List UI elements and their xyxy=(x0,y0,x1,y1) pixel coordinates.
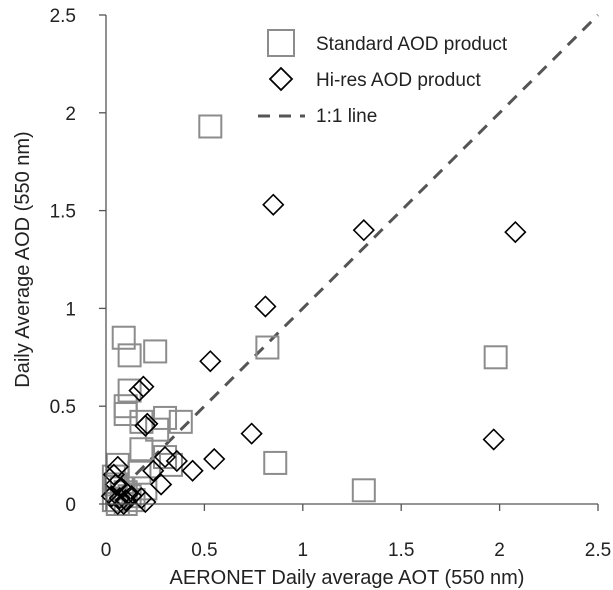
standard-aod-point xyxy=(127,460,152,485)
standard-aod-point xyxy=(145,417,170,442)
standard-aod-point xyxy=(111,325,136,350)
standard-aod-point xyxy=(143,339,168,364)
hires-aod-point xyxy=(112,492,135,516)
hires-aod-point xyxy=(100,485,124,508)
hires-aod-point xyxy=(203,447,226,471)
x-axis-title: AERONET Daily average AOT (550 nm) xyxy=(170,567,525,589)
standard-aod-point xyxy=(117,378,142,403)
hires-aod-point xyxy=(352,219,375,242)
x-tick-label: 0 xyxy=(101,540,112,561)
standard-aod-point xyxy=(117,343,142,368)
hires-aod-point xyxy=(142,459,165,482)
hires-aod-point xyxy=(254,295,277,318)
y-tick-label: 1.5 xyxy=(50,202,76,223)
standard-aod-point xyxy=(129,437,154,462)
hires-aod-point xyxy=(104,473,127,496)
hires-aod-point xyxy=(262,193,285,216)
x-tick-label: 0.5 xyxy=(191,540,217,561)
standard-aod-point xyxy=(113,402,138,427)
standard-aod-point xyxy=(168,409,193,434)
x-tick-label: 1 xyxy=(298,540,309,561)
y-tick-label: 2 xyxy=(65,104,76,125)
x-tick-label: 2 xyxy=(494,540,505,561)
x-tick-label: 2.5 xyxy=(585,540,611,561)
x-tick-label: 1.5 xyxy=(388,540,414,561)
hires-aod-point xyxy=(482,428,505,451)
y-tick-label: 0 xyxy=(65,495,76,516)
one-to-one-line xyxy=(104,13,600,506)
legend: Standard AOD product Hi-res AOD product … xyxy=(258,29,508,127)
legend-marker-hires xyxy=(268,66,294,92)
hires-aod-point xyxy=(199,350,222,373)
hires-aod-point xyxy=(134,414,157,437)
legend-marker-standard xyxy=(267,29,295,57)
hires-aod-point xyxy=(128,379,151,402)
hires-aod-point xyxy=(134,490,157,514)
y-axis-title: Daily Average AOD (550 nm) xyxy=(12,131,34,387)
plot-area xyxy=(100,13,600,516)
hires-aod-point xyxy=(504,220,527,244)
standard-aod-point xyxy=(129,409,154,434)
legend-label-hires: Hi-res AOD product xyxy=(316,70,481,91)
axes xyxy=(105,15,598,505)
standard-aod-point xyxy=(351,478,376,503)
hires-aod-point xyxy=(181,459,204,482)
hires-aod-point xyxy=(153,445,177,469)
hires-aod-point xyxy=(102,463,126,486)
legend-label-line: 1:1 line xyxy=(316,106,377,127)
standard-aod-point xyxy=(198,114,223,139)
y-tick-label: 0.5 xyxy=(50,397,76,418)
hires-aod-point xyxy=(240,422,263,445)
y-axis-ticks: 0 0.5 1 1.5 2 2.5 xyxy=(50,6,106,516)
standard-aod-point xyxy=(483,345,508,370)
legend-label-standard: Standard AOD product xyxy=(316,34,508,55)
y-tick-label: 1 xyxy=(65,299,76,320)
hires-aod-point xyxy=(165,449,188,473)
y-tick-label: 2.5 xyxy=(50,6,76,27)
x-axis-ticks: 0 0.5 1 1.5 2 2.5 xyxy=(101,504,611,561)
hires-aod-point xyxy=(149,473,173,496)
standard-aod-point xyxy=(255,335,280,360)
hires-aod-point xyxy=(108,487,131,510)
standard-aod-point xyxy=(263,450,288,475)
hires-aod-point xyxy=(106,492,129,516)
